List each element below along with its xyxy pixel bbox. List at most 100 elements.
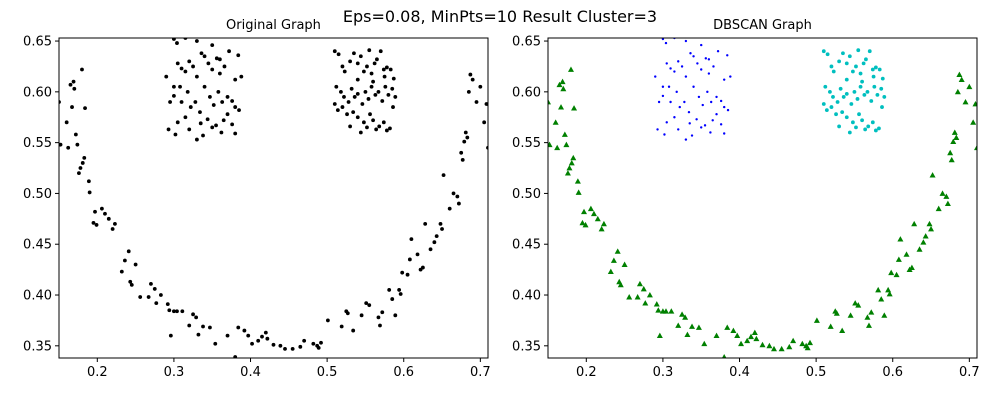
original-graph-points [59, 38, 488, 358]
dbscan-graph-point [847, 130, 852, 135]
original-graph-point [201, 133, 205, 138]
dbscan-graph-point [880, 76, 885, 81]
original-graph-point [193, 100, 198, 104]
original-graph-point [363, 89, 368, 94]
original-graph-point [377, 124, 382, 129]
dbscan-graph-point [730, 327, 737, 333]
dbscan-graph-point [844, 77, 849, 82]
original-graph-ytick-label: 0.50 [23, 187, 52, 202]
original-graph-point [447, 206, 452, 211]
dbscan-graph-point [703, 124, 707, 127]
dbscan-graph-xtick-label: 0.2 [576, 365, 597, 380]
original-graph-point [387, 288, 392, 292]
original-graph-point [460, 158, 465, 162]
dbscan-graph-point [715, 95, 718, 99]
original-graph-point [210, 125, 215, 130]
dbscan-graph-point [696, 62, 699, 65]
original-graph-point [236, 53, 241, 58]
original-graph-point [103, 211, 107, 216]
dbscan-graph-point [594, 215, 601, 222]
original-graph-point [198, 121, 203, 126]
original-graph-point [172, 38, 176, 41]
original-graph-point [239, 74, 244, 79]
dbscan-graph-point [700, 43, 703, 47]
dbscan-graph-point [839, 327, 846, 333]
original-graph-point [451, 191, 456, 196]
original-graph-point [220, 100, 225, 104]
original-graph-ytick-label: 0.40 [23, 289, 52, 304]
original-graph-point [93, 209, 97, 214]
dbscan-graph-point [748, 333, 755, 340]
original-graph-point [179, 66, 184, 71]
dbscan-graph-point [621, 261, 628, 267]
dbscan-graph-point [679, 311, 686, 317]
dbscan-graph-point [642, 300, 649, 306]
dbscan-graph-point [661, 85, 665, 88]
original-graph-point [168, 333, 173, 338]
original-graph-point [371, 79, 375, 84]
dbscan-graph-point [688, 122, 691, 125]
dbscan-graph-point [908, 264, 915, 270]
original-graph-point [360, 102, 365, 106]
original-graph-point [351, 110, 356, 115]
original-graph-point [233, 355, 238, 358]
original-graph-point [369, 84, 374, 89]
original-graph-point [77, 171, 81, 176]
dbscan-graph-point [552, 119, 559, 125]
original-graph-point [380, 310, 385, 315]
original-graph-point [256, 338, 261, 343]
dbscan-graph-point [663, 133, 666, 136]
original-graph-point [179, 100, 184, 104]
dbscan-graph-point [610, 257, 617, 263]
original-graph-point [365, 64, 369, 69]
dbscan-graph-point [738, 340, 745, 347]
original-graph-point [167, 308, 172, 313]
original-graph-point [373, 92, 378, 97]
original-graph-point [400, 270, 405, 275]
original-graph-point [175, 309, 179, 314]
original-graph-point [409, 237, 414, 242]
original-graph-xtick-label: 0.5 [317, 365, 338, 380]
original-graph-point [358, 54, 363, 59]
original-graph-point [126, 249, 131, 254]
dbscan-graph-point [922, 233, 929, 239]
original-graph-point [375, 57, 379, 62]
original-graph-point [183, 69, 188, 74]
dbscan-graph-point [966, 83, 973, 90]
original-graph-point [122, 258, 127, 263]
dbscan-graph-point [669, 100, 672, 104]
dbscan-graph-point [868, 309, 875, 315]
original-graph-point [355, 61, 360, 66]
original-graph-point [342, 95, 346, 99]
dbscan-graph-point [711, 119, 714, 122]
original-graph-point [242, 328, 247, 333]
dbscan-graph-point [864, 57, 868, 62]
original-graph-point [374, 127, 379, 132]
dbscan-graph-point [712, 65, 715, 68]
original-graph-point [432, 240, 437, 245]
original-graph-point [194, 137, 199, 142]
dbscan-graph-point [844, 91, 849, 96]
original-graph-point [154, 301, 159, 306]
dbscan-graph-point [881, 312, 888, 318]
dbscan-graph-point [974, 144, 977, 151]
dbscan-graph-point [558, 104, 565, 110]
dbscan-graph-point [579, 219, 586, 226]
dbscan-graph-point [673, 116, 676, 119]
dbscan-graph-point [661, 38, 665, 41]
original-graph-point [72, 86, 77, 91]
dbscan-graph-point [877, 67, 882, 72]
dbscan-graph-point [721, 353, 727, 358]
dbscan-graph-point [766, 342, 773, 349]
dbscan-graph-point [962, 99, 969, 105]
dbscan-graph-point [677, 60, 680, 63]
dbscan-graph-point [734, 332, 741, 339]
original-graph-point [227, 49, 231, 54]
original-graph-point [265, 336, 270, 341]
original-graph-point [187, 127, 192, 132]
original-graph-point [342, 69, 347, 74]
dbscan-graph-point [692, 55, 695, 58]
dbscan-graph-point [837, 59, 842, 64]
original-graph-point [119, 269, 124, 274]
dbscan-graph-xtick-label: 0.5 [806, 365, 827, 380]
